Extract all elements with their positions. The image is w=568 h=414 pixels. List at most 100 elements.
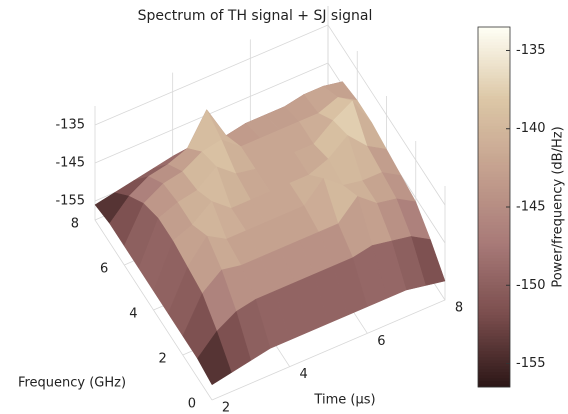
colorbar-segment	[478, 371, 510, 376]
grid-line	[211, 186, 446, 401]
colorbar-segment	[478, 134, 510, 139]
colorbar-segment	[478, 38, 510, 43]
colorbar-segment	[478, 200, 510, 205]
colorbar-segment	[478, 212, 510, 217]
colorbar-segment	[478, 164, 510, 169]
colorbar-segment	[478, 227, 510, 232]
colorbar-segment	[478, 194, 510, 199]
colorbar-segment	[478, 299, 510, 304]
colorbar-segment	[478, 83, 510, 88]
colorbar-segment	[478, 32, 510, 37]
colorbar-segment	[478, 116, 510, 121]
x-tick-label: 6	[377, 334, 385, 349]
colorbar-segment	[478, 98, 510, 103]
colorbar-segment	[478, 281, 510, 286]
colorbar-segment	[478, 92, 510, 97]
colorbar-segment	[478, 215, 510, 220]
colorbar-segment	[478, 59, 510, 64]
colorbar-segment	[478, 224, 510, 229]
colorbar-segment	[478, 41, 510, 46]
colorbar-segment	[478, 122, 510, 127]
colorbar-segment	[478, 170, 510, 175]
colorbar-segment	[478, 308, 510, 313]
colorbar-segment	[478, 35, 510, 40]
colorbar-segment	[478, 296, 510, 301]
colorbar-segment	[478, 269, 510, 274]
x-tick-label: 4	[300, 367, 308, 382]
colorbar-segment	[478, 209, 510, 214]
colorbar-segment	[478, 374, 510, 379]
colorbar-segment	[478, 167, 510, 172]
colorbar-segment	[478, 125, 510, 130]
x-tick-label: 2	[222, 401, 230, 414]
colorbar-segment	[478, 149, 510, 154]
colorbar-segment	[478, 323, 510, 328]
colorbar-segment	[478, 74, 510, 79]
colorbar-segment	[478, 305, 510, 310]
colorbar-segment	[478, 29, 510, 34]
y-tick-label: 6	[100, 262, 108, 277]
colorbar-segment	[478, 137, 510, 142]
colorbar-segment	[478, 302, 510, 307]
colorbar-segment	[478, 311, 510, 316]
colorbar-segment	[478, 245, 510, 250]
colorbar-segment	[478, 326, 510, 331]
colorbar-segment	[478, 62, 510, 67]
x-tick-label: 8	[455, 301, 463, 316]
y-tick-label: 8	[71, 217, 79, 232]
z-tick-label: -145	[55, 156, 85, 171]
colorbar-segment	[478, 158, 510, 163]
colorbar-segment	[478, 206, 510, 211]
colorbar-segment	[478, 155, 510, 160]
y-tick-label: 2	[158, 352, 166, 367]
colorbar-segment	[478, 239, 510, 244]
x-axis-label: Time (μs)	[313, 393, 375, 408]
colorbar-segment	[478, 341, 510, 346]
colorbar-tick-label: -155	[516, 356, 546, 371]
colorbar-segment	[478, 161, 510, 166]
colorbar-tick-label: -135	[516, 43, 546, 58]
colorbar-segment	[478, 329, 510, 334]
colorbar-segment	[478, 344, 510, 349]
colorbar-segment	[478, 257, 510, 262]
colorbar-segment	[478, 128, 510, 133]
colorbar-segment	[478, 95, 510, 100]
colorbar-segment	[478, 146, 510, 151]
colorbar-segment	[478, 77, 510, 82]
colorbar-segment	[478, 317, 510, 322]
colorbar-segment	[478, 290, 510, 295]
colorbar-segment	[478, 131, 510, 136]
colorbar-segment	[478, 188, 510, 193]
colorbar-tick-label: -145	[516, 200, 546, 215]
colorbar-segment	[478, 287, 510, 292]
y-axis-label: Frequency (GHz)	[18, 376, 126, 391]
colorbar-segment	[478, 65, 510, 70]
colorbar-segment	[478, 248, 510, 253]
colorbar-segment	[478, 197, 510, 202]
colorbar-segment	[478, 272, 510, 277]
colorbar-segment	[478, 44, 510, 49]
colorbar-segment	[478, 107, 510, 112]
colorbar-segment	[478, 338, 510, 343]
colorbar-segment	[478, 203, 510, 208]
colorbar-segment	[478, 173, 510, 178]
colorbar-segment	[478, 347, 510, 352]
colorbar-segment	[478, 50, 510, 55]
colorbar-segment	[478, 179, 510, 184]
y-tick-label: 0	[188, 397, 196, 412]
colorbar-tick-label: -150	[516, 278, 546, 293]
colorbar-segment	[478, 143, 510, 148]
colorbar-segment	[478, 263, 510, 268]
colorbar-segment	[478, 359, 510, 364]
chart-title: Spectrum of TH signal + SJ signal	[138, 8, 373, 24]
colorbar-segment	[478, 56, 510, 61]
colorbar-segment	[478, 377, 510, 382]
colorbar-segment	[478, 293, 510, 298]
z-tick-label: -135	[55, 118, 85, 133]
colorbar-segment	[478, 314, 510, 319]
colorbar-segment	[478, 251, 510, 256]
colorbar-segment	[478, 266, 510, 271]
colorbar-segment	[478, 86, 510, 91]
colorbar-segment	[478, 47, 510, 52]
